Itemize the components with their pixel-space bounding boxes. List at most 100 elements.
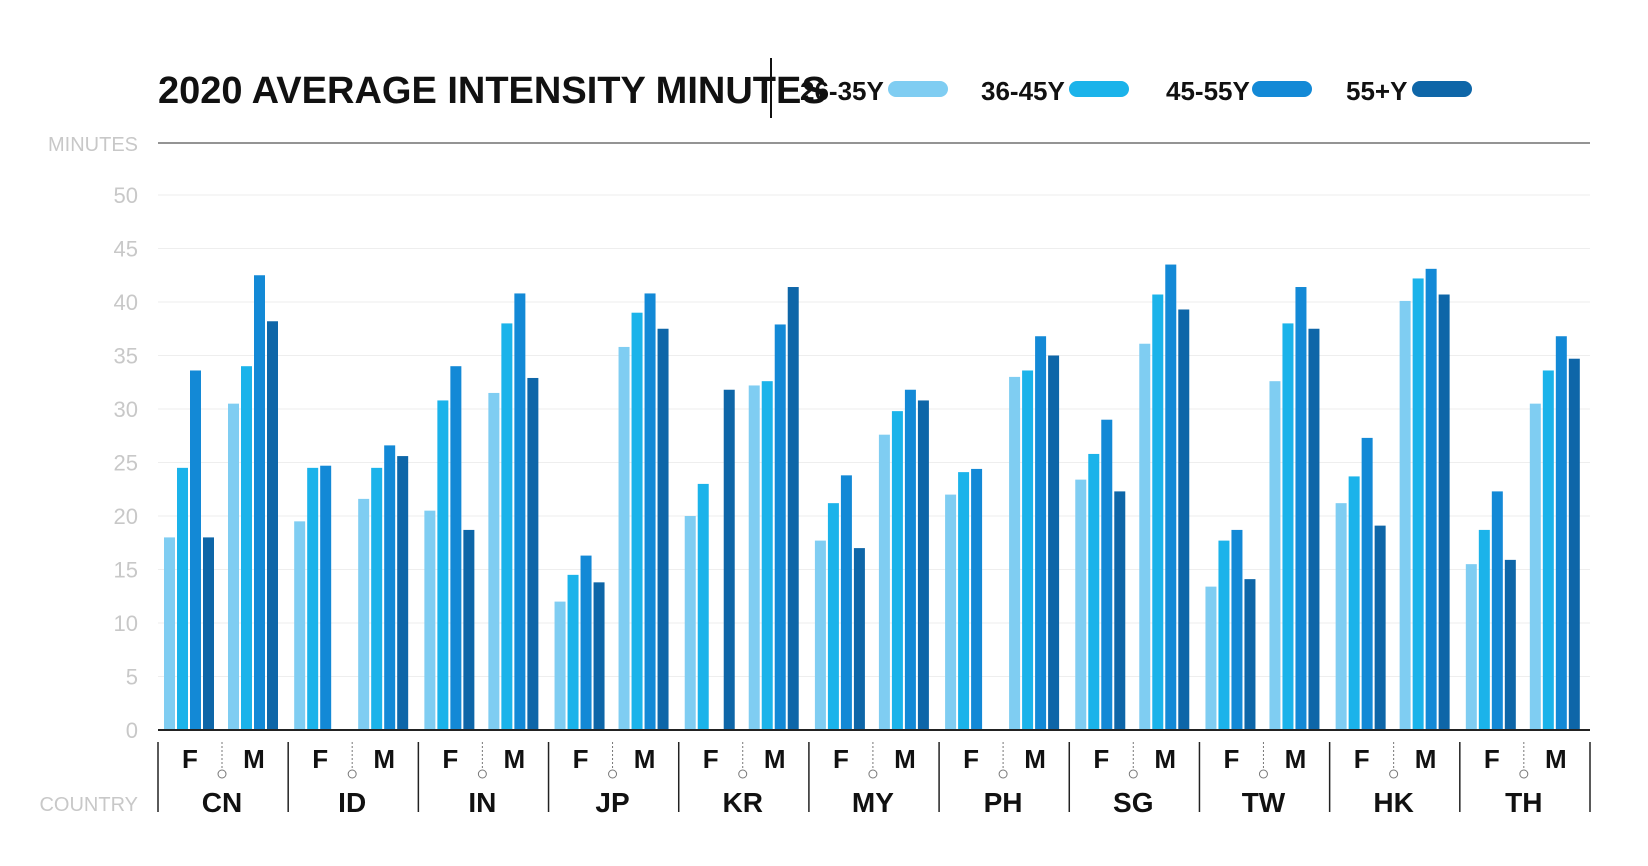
bar-hk-f-3	[1361, 437, 1373, 730]
bar-tw-f-4	[1244, 579, 1256, 730]
grid-lines	[158, 194, 1590, 677]
bar-id-m-3	[384, 445, 396, 730]
bar-cn-m-3	[254, 275, 265, 730]
bar-cn-m-1	[228, 403, 239, 730]
country-label-tw: TW	[1242, 787, 1286, 818]
fm-connector-dot	[477, 769, 487, 779]
bar-kr-m-3	[774, 324, 786, 730]
bar-my-f-1	[814, 540, 826, 730]
gender-label-f: F	[182, 744, 198, 774]
country-label-in: IN	[468, 787, 496, 818]
bar-jp-f-4	[593, 582, 605, 730]
bar-tw-m-4	[1308, 328, 1320, 730]
gender-label-m: M	[373, 744, 395, 774]
legend-label-2: 36-45Y	[981, 76, 1065, 106]
country-label-hk: HK	[1373, 787, 1413, 818]
bar-my-f-2	[827, 503, 839, 730]
fm-connector-dot	[868, 769, 878, 779]
gender-label-m: M	[1545, 744, 1567, 774]
bar-kr-m-2	[761, 381, 773, 730]
bar-sg-f-3	[1101, 419, 1113, 730]
bar-tw-m-3	[1295, 287, 1307, 730]
bar-cn-f-3	[190, 370, 201, 730]
country-label-ph: PH	[984, 787, 1023, 818]
gender-label-f: F	[833, 744, 849, 774]
gender-label-m: M	[1415, 744, 1437, 774]
bar-sg-f-2	[1088, 453, 1100, 730]
y-tick-label: 25	[114, 451, 138, 476]
gender-label-f: F	[1224, 744, 1240, 774]
bar-sg-m-3	[1165, 264, 1177, 730]
y-tick-label: 5	[126, 665, 138, 690]
bar-in-m-4	[527, 377, 539, 730]
bar-hk-f-1	[1335, 503, 1347, 730]
country-label-cn: CN	[202, 787, 242, 818]
gender-label-m: M	[894, 744, 916, 774]
bar-id-f-1	[294, 521, 306, 730]
legend-label-1: 26-35Y	[800, 76, 884, 106]
bar-my-m-1	[878, 434, 890, 730]
legend-label-3: 45-55Y	[1166, 76, 1250, 106]
bar-my-f-4	[853, 548, 865, 730]
bar-hk-m-3	[1425, 268, 1437, 730]
bar-my-m-2	[891, 411, 903, 730]
bar-in-f-2	[437, 400, 449, 730]
bar-th-f-1	[1465, 564, 1477, 730]
bar-th-m-2	[1542, 370, 1554, 730]
bar-cn-f-2	[177, 467, 188, 730]
gender-label-m: M	[1024, 744, 1046, 774]
bar-ph-m-2	[1022, 370, 1034, 730]
gender-label-m: M	[764, 744, 786, 774]
bar-in-f-3	[450, 366, 462, 730]
bar-my-f-3	[840, 475, 852, 730]
gender-label-f: F	[1484, 744, 1500, 774]
country-label-kr: KR	[723, 787, 763, 818]
bar-id-m-4	[397, 456, 409, 730]
bar-id-m-2	[371, 467, 383, 730]
country-label-id: ID	[338, 787, 366, 818]
country-label-my: MY	[852, 787, 894, 818]
bar-tw-f-2	[1218, 540, 1230, 730]
bar-th-f-2	[1478, 529, 1490, 730]
bar-in-f-4	[463, 529, 475, 730]
bar-sg-m-4	[1178, 309, 1190, 730]
legend-swatch-2	[1069, 81, 1129, 97]
bars	[164, 264, 1580, 730]
bar-kr-f-1	[684, 516, 696, 730]
gender-label-f: F	[1093, 744, 1109, 774]
gender-label-m: M	[1285, 744, 1307, 774]
bar-th-f-3	[1491, 491, 1503, 730]
gender-label-m: M	[634, 744, 656, 774]
gender-label-m: M	[243, 744, 265, 774]
legend-label-4: 55+Y	[1346, 76, 1407, 106]
legend-swatch-1	[888, 81, 948, 97]
y-tick-label: 30	[114, 397, 138, 422]
country-label-jp: JP	[595, 787, 629, 818]
gender-label-f: F	[312, 744, 328, 774]
fm-connector-dot	[998, 769, 1008, 779]
fm-connector-dot	[738, 769, 748, 779]
y-tick-label: 35	[114, 344, 138, 369]
bar-ph-m-4	[1048, 355, 1060, 730]
bar-sg-f-1	[1075, 479, 1087, 730]
gender-label-m: M	[504, 744, 526, 774]
bar-kr-f-2	[697, 483, 709, 730]
fm-connector-dot	[1389, 769, 1399, 779]
bar-sg-m-2	[1152, 294, 1164, 730]
y-axis-label: MINUTES	[48, 134, 138, 156]
bar-th-m-1	[1529, 403, 1541, 730]
y-tick-label: 0	[126, 718, 138, 743]
bar-hk-f-2	[1348, 476, 1360, 730]
bar-hk-m-2	[1412, 278, 1424, 730]
bar-ph-f-2	[958, 472, 970, 730]
legend-swatch-4	[1412, 81, 1472, 97]
bar-jp-f-3	[580, 555, 592, 730]
bar-my-m-3	[904, 389, 916, 730]
bar-cn-m-2	[241, 366, 252, 730]
bar-jp-m-1	[618, 346, 630, 730]
bar-tw-f-1	[1205, 586, 1217, 730]
gender-label-f: F	[703, 744, 719, 774]
gender-label-f: F	[963, 744, 979, 774]
